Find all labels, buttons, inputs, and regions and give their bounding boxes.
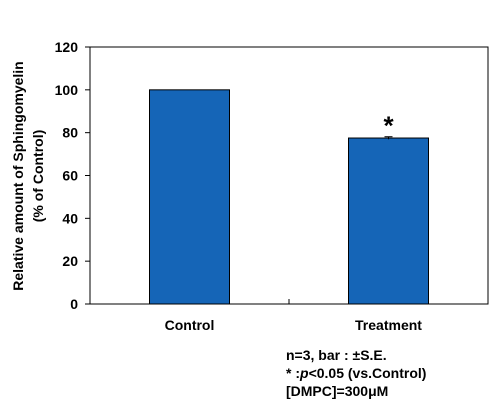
- y-tick-label: 80: [62, 125, 78, 141]
- y-axis-title: Relative amount of Sphingomyelin: [10, 61, 26, 290]
- ticks: 0 20 40 60 80 100 120 Control Treatment: [55, 39, 423, 333]
- x-tick-label: Treatment: [355, 317, 422, 333]
- y-tick-label: 60: [62, 168, 78, 184]
- bars: *: [149, 89, 429, 305]
- note-significance-suffix: <0.05 (vs.Control): [308, 365, 427, 381]
- y-tick-label: 100: [55, 82, 79, 98]
- bar-control: [149, 89, 230, 305]
- significance-marker: *: [383, 111, 394, 141]
- note-significance: * :p<0.05 (vs.Control): [286, 364, 426, 382]
- axis-labels: Relative amount of Sphingomyelin (% of C…: [10, 61, 46, 290]
- y-tick-label: 120: [55, 39, 79, 55]
- y-tick-label: 20: [62, 253, 78, 269]
- x-tick-label: Control: [165, 317, 215, 333]
- y-axis-subtitle: (% of Control): [30, 130, 46, 223]
- note-concentration: [DMPC]=300μM: [286, 383, 389, 399]
- y-tick-label: 40: [62, 210, 78, 226]
- note-p-symbol: p: [300, 365, 309, 381]
- y-tick-label: 0: [70, 296, 78, 312]
- bar-treatment: [348, 137, 429, 305]
- note-sample-size: n=3, bar : ±S.E.: [286, 347, 387, 363]
- chart-notes: n=3, bar : ±S.E. * :p<0.05 (vs.Control) …: [286, 346, 426, 400]
- note-significance-prefix: * :: [286, 365, 300, 381]
